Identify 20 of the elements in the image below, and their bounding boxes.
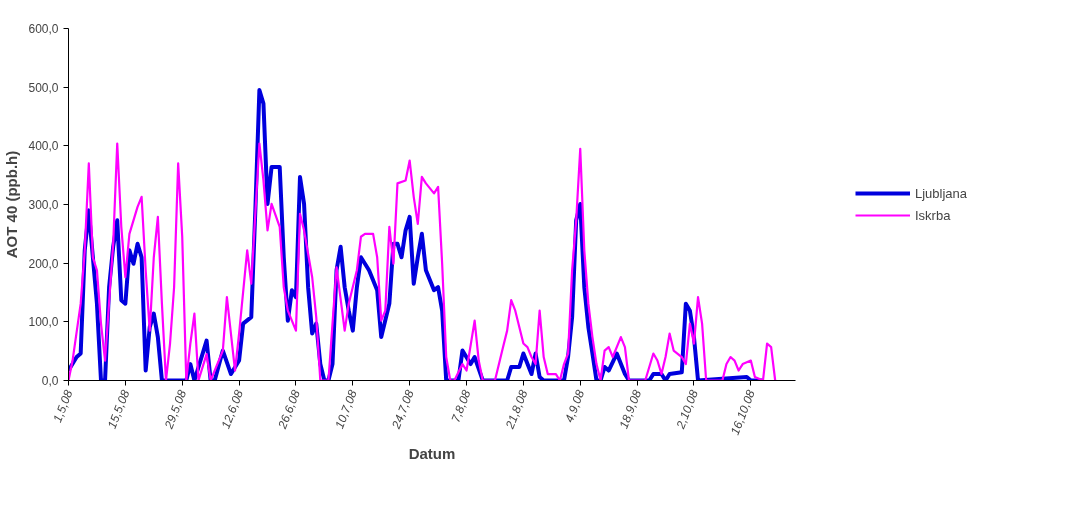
y-axis-title: AOT 40 (ppb.h): [3, 150, 21, 259]
y-tick-label: 0,0: [41, 374, 59, 388]
legend-label: Iskrba: [915, 207, 951, 223]
legend-label: Ljubljana: [915, 185, 968, 201]
x-axis-title: Datum: [408, 445, 456, 463]
x-tick-label: 7,8,08: [448, 387, 474, 425]
x-tick-label: 2,10,08: [673, 387, 702, 432]
y-tick-label: 100,0: [28, 315, 59, 330]
x-tick-label: 26,6,08: [275, 387, 304, 432]
y-tick-label: 400,0: [28, 139, 59, 154]
y-tick-label: 600,0: [28, 22, 59, 36]
y-tick-label: 300,0: [28, 198, 59, 212]
x-tick-label: 15,5,08: [104, 387, 133, 431]
x-tick-label: 4,9,08: [562, 387, 588, 425]
x-tick-label: 10,7,08: [332, 387, 360, 431]
x-tick-label: 1,5,08: [50, 387, 76, 425]
y-tick-label: 200,0: [28, 256, 59, 271]
x-tick-label: 12,6,08: [218, 387, 247, 431]
y-tick-label: 500,0: [28, 80, 59, 95]
line-series: [68, 142, 777, 381]
